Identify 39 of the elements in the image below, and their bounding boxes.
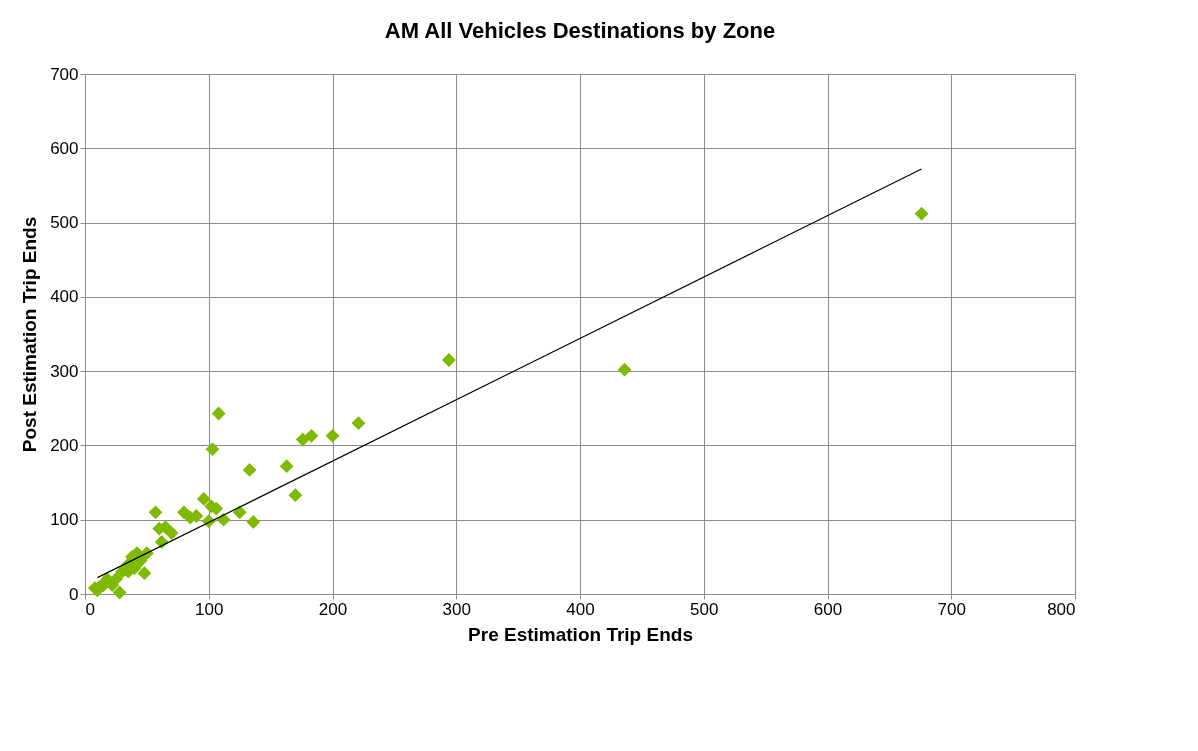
x-tick-label: 700 <box>937 599 966 619</box>
point <box>295 432 310 447</box>
point <box>112 585 127 600</box>
x-tick-label: 500 <box>690 599 719 619</box>
point <box>617 362 632 377</box>
y-tick-label: 0 <box>69 584 79 604</box>
point <box>351 416 366 431</box>
point <box>148 505 163 520</box>
x-tick-label: 100 <box>195 599 224 619</box>
point <box>279 459 294 474</box>
y-tick-label: 100 <box>50 510 79 530</box>
y-tick-label: 700 <box>50 64 79 84</box>
x-tick-label: 400 <box>566 599 595 619</box>
point <box>288 488 303 503</box>
x-tick-label: 200 <box>318 599 348 619</box>
point <box>914 206 929 221</box>
point <box>133 553 148 568</box>
point <box>441 353 456 367</box>
point <box>232 505 247 520</box>
y-tick-label: 400 <box>50 287 79 307</box>
point <box>196 492 211 506</box>
point <box>137 566 152 581</box>
y-axis-title: Post Estimation Trip Ends <box>19 216 41 453</box>
y-tick-label: 600 <box>50 138 79 158</box>
x-axis-title: Pre Estimation Trip Ends <box>468 623 693 645</box>
point <box>246 515 261 529</box>
y-tick-label: 200 <box>50 435 79 455</box>
x-tick-label: 0 <box>85 599 95 619</box>
x-tick-label: 300 <box>442 599 471 619</box>
point <box>325 428 340 443</box>
x-tick-label: 600 <box>813 599 843 619</box>
x-tick-label: 800 <box>1047 599 1076 619</box>
point <box>242 463 257 477</box>
chart-title: AM All Vehicles Destinations by Zone <box>384 18 776 43</box>
y-tick-label: 500 <box>50 213 79 233</box>
y-tick-label: 300 <box>50 361 79 381</box>
point <box>205 442 220 457</box>
point <box>164 526 179 540</box>
point <box>211 406 226 421</box>
